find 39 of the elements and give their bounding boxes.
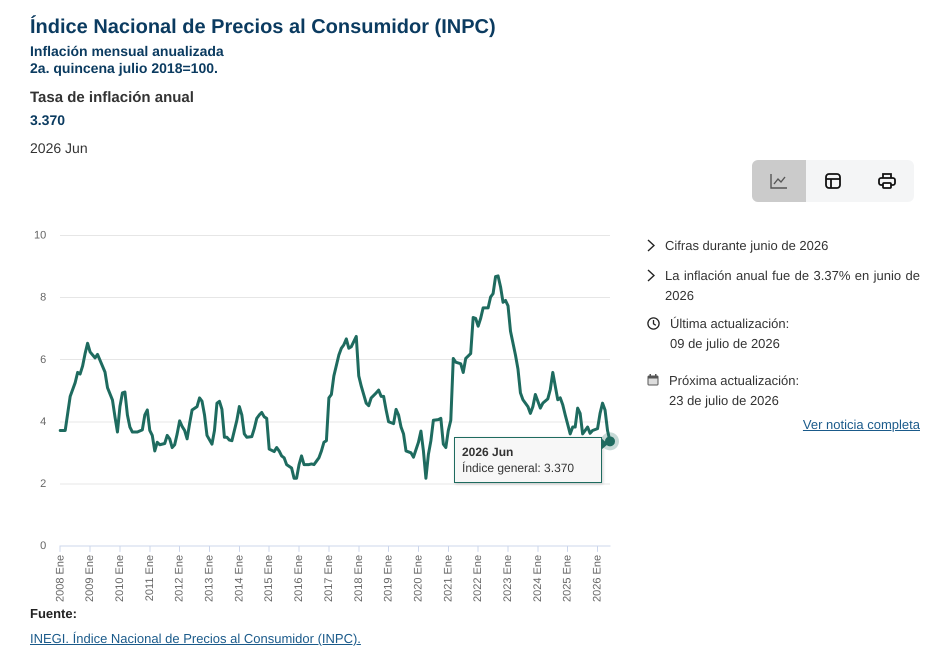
y-tick-label: 6 [40,354,46,366]
y-tick-label: 10 [34,230,46,242]
x-tick-label: 2009 Ene [84,554,96,602]
text: La inflación anual fue de 3.37% en junio de 2026 [665,267,920,305]
x-tick-label: 2025 Ene [562,554,574,602]
text: Tasa de inflación anual [30,89,194,106]
x-tick-label: 2011 Ene [144,554,156,602]
x-tick-label: 2020 Ene [412,554,424,602]
x-tick-label: 2017 Ene [322,554,335,602]
y-tick-label: 0 [40,540,46,552]
text: INEGI. Índice Nacional de Precios al Consumidor (INPC). [30,631,361,646]
annotation: 2026 Jun Índice general: 3.370 [462,444,576,476]
chart-subtitle: Inflación mensual anualizada [30,43,224,60]
x-tick-label: 2010 Ene [114,554,126,602]
y-tick-label: 8 [40,292,46,304]
y-tick-label: 2 [40,478,46,490]
x-tick-label: 2012 Ene [174,554,186,602]
x-tick-label: 2023 Ene [502,554,514,602]
chart-title: Índice Nacional de Precios al Consumidor (INPC) [30,16,496,39]
source-note: Fuente: [30,606,77,621]
text: 3.370 [30,112,66,128]
x-tick-label: 2015 Ene [263,554,276,602]
text: Última actualización: 09 de julio de 2026 [670,315,790,353]
y-tick-label: 4 [40,416,46,428]
x-tick-label: 2026 Ene [592,554,604,602]
x-tick-label: 2019 Ene [382,554,395,602]
text: Próxima actualización: 23 de julio de 2026 [669,372,800,410]
x-tick-label: 2013 Ene [204,554,216,602]
text: 2a. quincena julio 2018=100. [30,60,219,77]
x-tick-label: 2008 Ene [54,554,66,602]
x-tick-label: 2014 Ene [233,554,246,602]
text: 2026 Jun [30,140,88,156]
text: Cifras durante junio de 2026 [665,237,828,255]
text: Ver noticia completa [802,417,920,432]
x-tick-label: 2021 Ene [442,554,454,602]
x-tick-label: 2022 Ene [472,554,484,602]
x-tick-label: 2016 Ene [293,554,306,602]
x-tick-label: 2018 Ene [352,554,365,602]
x-tick-label: 2024 Ene [532,554,544,602]
